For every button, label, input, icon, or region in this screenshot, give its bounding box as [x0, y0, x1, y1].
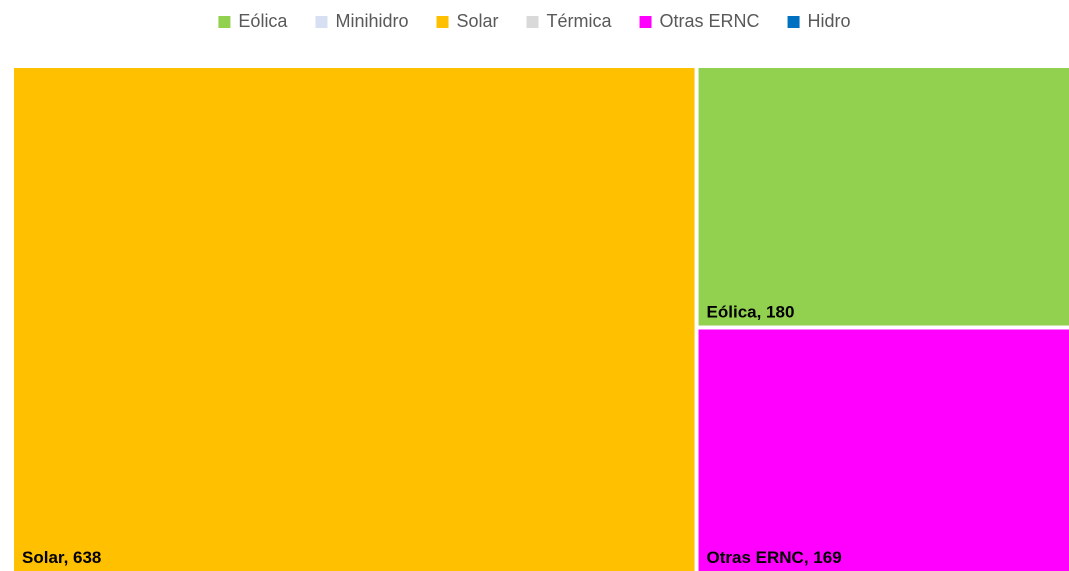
legend-swatch [526, 16, 539, 28]
legend-label: Hidro [808, 11, 851, 31]
data-label: Eólica, 180 [707, 302, 795, 321]
legend-label: Otras ERNC [660, 11, 760, 31]
legend-swatch [639, 16, 652, 28]
legend-swatch [315, 16, 328, 28]
data-label: Solar, 638 [22, 548, 101, 567]
legend-swatch [218, 16, 231, 28]
treemap-cell [698, 68, 1069, 326]
legend-label: Minihidro [335, 11, 408, 31]
data-label: Otras ERNC, 169 [707, 548, 842, 567]
legend-label: Solar [456, 11, 498, 31]
treemap-cell [14, 68, 695, 571]
treemap-cell [698, 329, 1069, 571]
legend-label: Térmica [547, 11, 613, 31]
legend-swatch [787, 16, 800, 28]
legend-swatch [436, 16, 449, 28]
legend-label: Eólica [238, 11, 288, 31]
